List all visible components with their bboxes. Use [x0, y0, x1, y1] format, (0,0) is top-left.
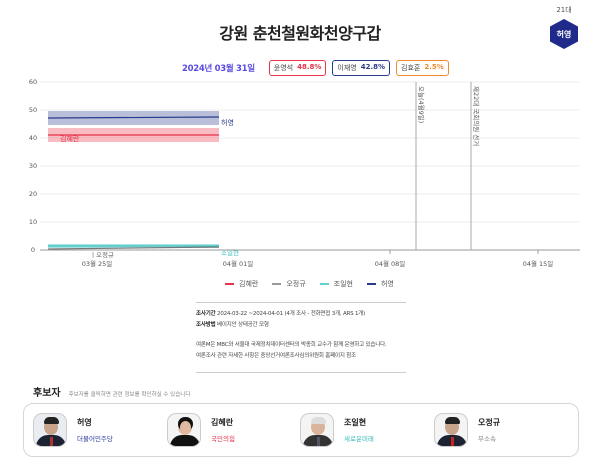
poll-date: 2024년 03월 31일	[182, 63, 255, 74]
result-chip: 김효훈 2.5%	[396, 59, 449, 76]
chip-name: 김효훈	[401, 63, 421, 72]
y-tick: 10	[29, 218, 37, 226]
candidate-party: 무소속	[478, 435, 496, 443]
legend-swatch	[366, 283, 376, 285]
series-label-heoyoung: 허영	[221, 118, 234, 127]
legend-label: 오정규	[286, 280, 306, 288]
legend-item[interactable]: 조일현	[319, 279, 353, 289]
legend-label: 허영	[380, 280, 394, 288]
badge-era: 21대	[556, 6, 572, 14]
x-tick: 04월 15일	[523, 259, 554, 268]
method-value: 베이지안 상태공간 모형	[217, 322, 269, 328]
chip-pct: 2.5%	[424, 62, 444, 71]
survey-info: 조사기간 2024-03-22 ~2024-04-01 (4개 조사 - 전화면…	[196, 302, 406, 362]
legend-item[interactable]: 허영	[366, 279, 394, 289]
election-label: 제22대 국회의원 선거	[472, 86, 481, 146]
result-chip: 윤영석 48.8%	[268, 59, 327, 76]
legend-label: 김혜란	[239, 280, 259, 288]
candidates-header: 후보자 후보자를 클릭하면 관련 정보를 확인하실 수 있습니다	[33, 384, 190, 399]
y-tick: 50	[29, 106, 37, 114]
candidates-title: 후보자	[33, 388, 61, 399]
chip-name: 이재영	[337, 63, 357, 72]
page-title: 강원 춘천철원화천양구갑	[219, 24, 381, 43]
series-label-kimhyeran: 김혜란	[60, 134, 80, 143]
series-label-joilhyeon: 조일현	[221, 248, 239, 257]
candidate-party: 새로운미래	[344, 435, 374, 443]
divider	[196, 372, 406, 373]
y-tick: 40	[29, 134, 37, 142]
poll-chart: 60 50 40 30 20 10 0 허영 김혜란 조일현 ㅣ오정규 03월 …	[29, 78, 580, 268]
candidates-hint: 후보자를 클릭하면 관련 정보를 확인하실 수 있습니다	[68, 392, 191, 398]
legend-swatch	[225, 283, 234, 285]
series-label-ohjeonggyu: ㅣ오정규	[90, 250, 114, 259]
today-label: 오늘(4월9일)	[417, 86, 426, 123]
y-tick: 60	[29, 78, 37, 86]
info-note: 여론조사 관련 자세한 사항은 중앙선거여론조사심의위원회 홈페이지 참조	[196, 353, 356, 359]
candidate-photo	[300, 413, 334, 447]
chip-pct: 42.8%	[360, 62, 386, 71]
chart-legend: 김혜란 오정규 조일현 허영	[225, 279, 394, 289]
period-value: 2024-03-22 ~2024-04-01 (4개 조사 - 전화면접 3개,…	[217, 311, 366, 317]
candidate-photo	[167, 413, 201, 447]
gridlines	[40, 81, 580, 223]
chip-name: 윤영석	[273, 63, 294, 72]
method-label: 조사방법	[196, 322, 216, 328]
candidate-photo	[434, 413, 468, 447]
candidate-name: 김혜란	[211, 418, 234, 427]
badge-hexagon-icon: 허영	[550, 19, 578, 49]
candidate-party: 국민의힘	[211, 435, 235, 443]
candidate-party: 더불어민주당	[77, 435, 113, 443]
chip-pct: 48.8%	[297, 62, 322, 71]
candidate-photo	[33, 413, 67, 447]
legend-swatch	[272, 283, 282, 285]
line-heoyoung	[47, 116, 220, 119]
summary-row: 2024년 03월 31일 윤영석 48.8% 이재영 42.8% 김효훈 2.…	[182, 59, 449, 76]
y-tick: 0	[31, 246, 35, 254]
candidate-name: 오정규	[478, 418, 501, 427]
legend-item[interactable]: 김혜란	[225, 279, 258, 289]
legend-item[interactable]: 오정규	[272, 279, 306, 289]
line-ohjeonggyu	[47, 246, 220, 250]
x-tick: 03월 25일	[82, 259, 113, 268]
x-tick: 04월 08일	[375, 259, 406, 268]
candidate-name: 조일현	[344, 418, 367, 427]
legend-label: 조일현	[333, 280, 353, 288]
legend-swatch	[319, 283, 329, 285]
badge-name: 허영	[556, 29, 572, 39]
y-tick: 20	[29, 190, 37, 198]
info-note: 여론M은 MBC와 서울대 국제정치데이터센터의 박종희 교수가 함께 운영하고…	[196, 342, 387, 348]
incumbent-badge: 21대 허영	[546, 5, 582, 49]
result-chip: 이재영 42.8%	[332, 59, 391, 76]
x-tick: 04월 01일	[223, 259, 254, 268]
period-label: 조사기간	[196, 311, 216, 317]
y-tick: 30	[29, 162, 37, 170]
candidate-name: 허영	[77, 418, 92, 427]
